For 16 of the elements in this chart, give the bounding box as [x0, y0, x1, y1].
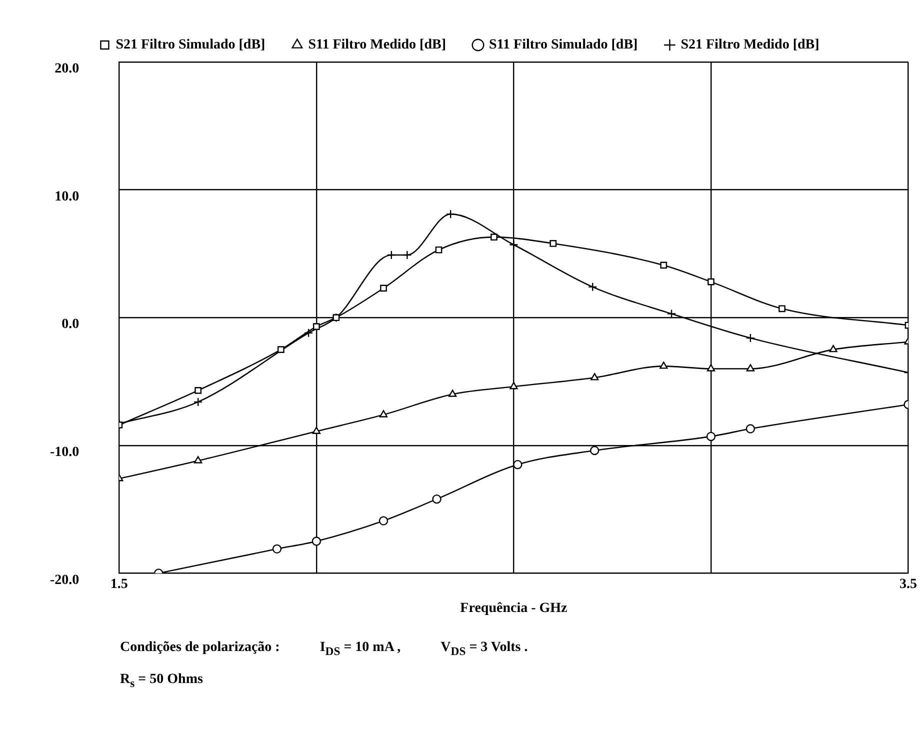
legend-label: S21 Filtro Medido [dB]	[680, 38, 820, 53]
y-tick-label: -10.0	[50, 445, 80, 460]
x-axis-title: Frequência - GHz	[460, 601, 568, 616]
legend-label: S11 Filtro Simulado [dB]	[489, 38, 638, 53]
text: Condições de polarização :	[120, 640, 280, 656]
text: R$_{s}$ = 50 Ohms	[120, 672, 203, 690]
text: I$_{DS}$ = 10 mA ,	[320, 640, 401, 658]
legend-label: S11 Filtro Medido [dB]	[308, 38, 446, 53]
legend-label: S21 Filtro Simulado [dB]	[116, 38, 266, 53]
y-tick-label: 0.0	[62, 317, 80, 332]
y-tick-label: -20.0	[50, 572, 80, 588]
y-tick-label: 10.0	[54, 189, 80, 204]
x-tick-label: 1.5	[110, 577, 128, 592]
text: V$_{DS}$ = 3 Volts .	[440, 640, 528, 658]
y-tick-label: 20.0	[54, 62, 80, 77]
x-tick-label: 3.5	[900, 577, 917, 592]
